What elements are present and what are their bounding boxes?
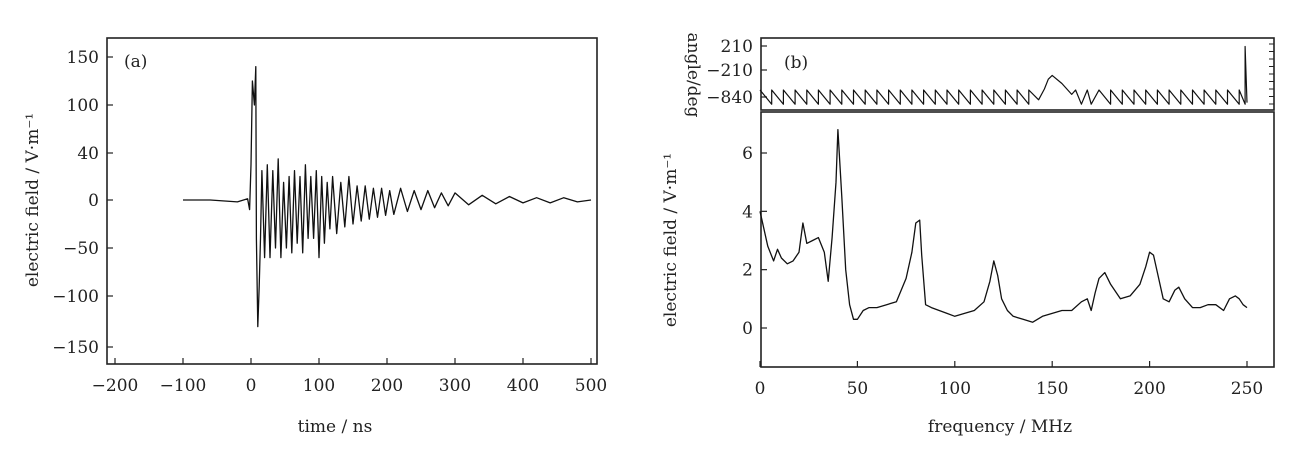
panel-a-x-tick-label: 300 xyxy=(439,376,471,396)
panel-b-x-tick-label: 250 xyxy=(1231,379,1263,399)
panel-b-x-tick-label: 0 xyxy=(755,379,766,399)
panel-b: 0 50 100 150 200 250 0 2 4 6 frequency / MHz ele… xyxy=(661,111,1275,437)
panel-b-series-line xyxy=(759,129,1248,323)
panel-b-inset-y-tick-label: −840 xyxy=(706,88,753,108)
panel-a-x-label: time / ns xyxy=(298,417,373,437)
panel-b-y-label: electric field / V·m⁻¹ xyxy=(661,153,681,327)
panel-a-frame xyxy=(106,37,598,365)
panel-a-y-tick-label: −100 xyxy=(52,287,99,307)
panel-b-y-tick-label: 4 xyxy=(742,202,753,222)
panel-b-x-tick-label: 200 xyxy=(1133,379,1165,399)
panel-a-x-tick-label: −200 xyxy=(92,376,139,396)
panel-a-x-ticks: −200 −100 0 100 200 300 400 500 xyxy=(92,358,607,396)
panel-b-y-tick-label: 2 xyxy=(742,261,753,281)
panel-a: (a) −200 −100 0 100 200 300 400 500 150100400−5… xyxy=(23,37,607,437)
panel-a-x-tick-label: 400 xyxy=(507,376,539,396)
panel-b-label: (b) xyxy=(784,53,808,73)
panel-b-frame xyxy=(760,111,1275,368)
panel-b-inset-phase-line xyxy=(759,45,1248,105)
panel-b-y-tick-label: 0 xyxy=(742,319,753,339)
panel-b-inset: (b) 210 −210 −840 angle/deg xyxy=(683,32,1275,118)
panel-a-y-tick-label: −150 xyxy=(52,338,99,358)
panel-a-x-tick-label: 0 xyxy=(246,376,257,396)
panel-b-x-tick-label: 50 xyxy=(847,379,869,399)
panel-a-y-ticks: 150 100 40 0 −50 −100 −150 xyxy=(52,48,113,358)
panel-a-y-label: electric field / V·m⁻¹ xyxy=(23,113,43,287)
panel-b-y-tick-label: 6 xyxy=(742,144,753,164)
panel-a-x-tick-label: 100 xyxy=(303,376,335,396)
panel-b-x-tick-label: 100 xyxy=(939,379,971,399)
panel-a-y-tick-label: 0 xyxy=(88,191,99,211)
panel-a-y-tick-label: 150 xyxy=(67,48,99,68)
panel-a-x-tick-label: 500 xyxy=(575,376,607,396)
panel-a-y-tick-label: 40 xyxy=(77,144,99,164)
panel-a-y-tick-label: −50 xyxy=(63,239,99,259)
panel-b-x-label: frequency / MHz xyxy=(928,417,1072,437)
panel-b-inset-y-tick-label: 210 xyxy=(721,37,753,57)
panel-b-inset-y-label: angle/deg xyxy=(683,32,703,117)
panel-a-x-tick-label: −100 xyxy=(160,376,207,396)
panel-b-inset-y-ticks: 210 −210 −840 xyxy=(706,37,1274,108)
panel-b-y-ticks: 0 2 4 6 xyxy=(742,144,767,339)
panel-b-inset-y-tick-label: −210 xyxy=(706,61,753,81)
panel-a-series-line xyxy=(183,65,592,328)
panel-a-y-tick-label: 100 xyxy=(67,96,99,116)
panel-a-x-tick-label: 200 xyxy=(371,376,403,396)
panel-a-label: (a) xyxy=(124,52,147,72)
panel-b-x-ticks: 0 50 100 150 200 250 xyxy=(755,361,1263,399)
panel-b-x-tick-label: 150 xyxy=(1036,379,1068,399)
